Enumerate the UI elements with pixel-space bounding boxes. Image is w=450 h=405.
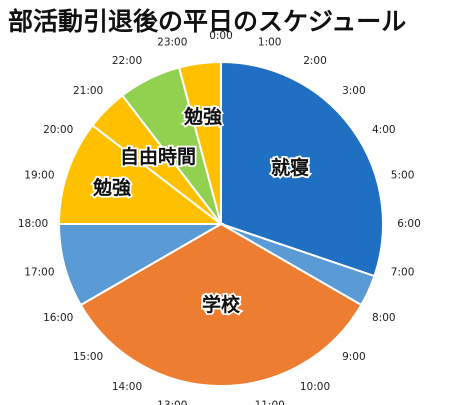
hour-label: 20:00: [43, 124, 73, 136]
slice-label-4: 勉強: [92, 176, 131, 199]
hour-label: 9:00: [342, 351, 366, 363]
hour-label: 17:00: [24, 267, 54, 279]
hour-label: 5:00: [391, 169, 415, 181]
hour-label: 11:00: [255, 400, 285, 405]
slice-label-7: 勉強: [183, 105, 222, 128]
hour-label: 3:00: [342, 85, 366, 97]
hour-label: 8:00: [372, 312, 396, 324]
hour-label: 19:00: [24, 169, 54, 181]
pie-slice-7: [177, 60, 222, 225]
slice-label-2: 学校: [202, 293, 241, 316]
hour-label: 21:00: [73, 85, 103, 97]
hour-label: 6:00: [397, 218, 421, 230]
chart-title: 部活動引退後の平日のスケジュール: [8, 7, 407, 36]
hour-label: 2:00: [303, 55, 327, 67]
hour-label: 23:00: [157, 36, 187, 48]
hour-label: 22:00: [112, 55, 142, 67]
hour-label: 1:00: [258, 36, 282, 48]
hour-label: 10:00: [300, 381, 330, 393]
hour-label: 13:00: [157, 400, 187, 405]
hour-labels: 0:00 1:00 2:00 3:00 4:00 5:00 6:00 7:00 8:00 9:00…: [18, 30, 421, 405]
hour-label: 18:00: [18, 218, 48, 230]
hour-label: 7:00: [391, 267, 415, 279]
hour-label: 0:00: [209, 30, 233, 42]
hour-label: 15:00: [73, 351, 103, 363]
slices-layer: [57, 60, 384, 388]
slice-label-5: 自由時間: [120, 145, 196, 168]
hour-label: 14:00: [112, 381, 142, 393]
pie-slice-0: [220, 60, 384, 278]
slice-label-0: 就寝: [271, 156, 309, 179]
hour-label: 16:00: [43, 312, 73, 324]
pie-slice-4: [57, 123, 224, 225]
hour-label: 4:00: [372, 124, 396, 136]
